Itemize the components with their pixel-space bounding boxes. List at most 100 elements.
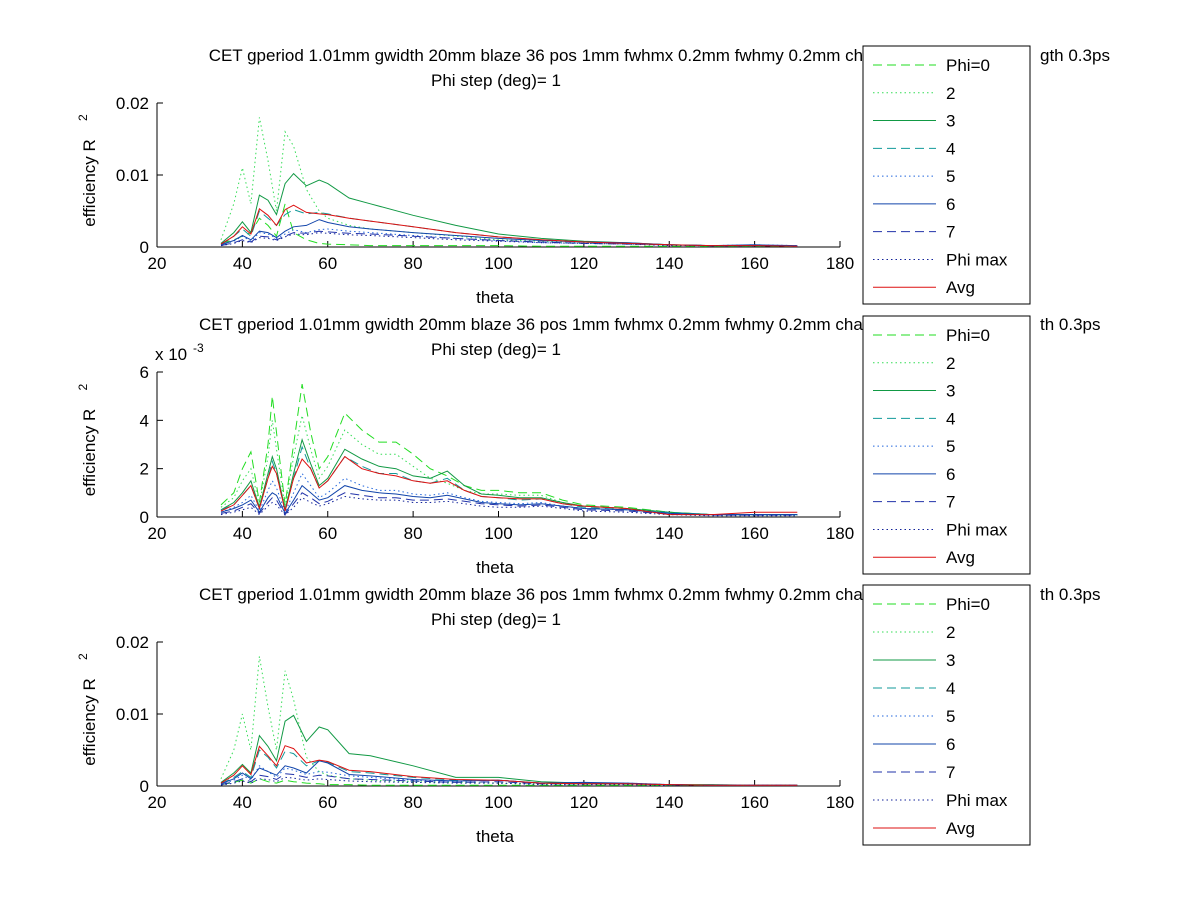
legend-box xyxy=(862,315,1031,575)
y-tick-label: 0 xyxy=(140,238,149,257)
legend-entry: 3 xyxy=(946,382,955,401)
y-axis-label-group: efficiency R 2 xyxy=(76,384,99,497)
y-axis-label: efficiency R xyxy=(80,139,99,227)
legend-entry: 2 xyxy=(946,623,955,642)
series-line-9 xyxy=(220,455,798,516)
legend-entry: 5 xyxy=(946,437,955,456)
series-line-6 xyxy=(220,760,798,786)
x-tick-label: 100 xyxy=(484,254,512,273)
series-line-7 xyxy=(220,492,798,516)
y-exponent-sup: -3 xyxy=(193,341,204,355)
y-axis-label-sup: 2 xyxy=(76,384,90,391)
x-tick-label: 100 xyxy=(484,524,512,543)
y-axis-label-sup: 2 xyxy=(76,114,90,121)
y-tick-label: 0 xyxy=(140,777,149,796)
x-tick-label: 20 xyxy=(148,254,167,273)
x-tick-label: 160 xyxy=(740,793,768,812)
x-tick-label: 140 xyxy=(655,524,683,543)
legend-entry: 2 xyxy=(946,354,955,373)
series-line-5 xyxy=(220,228,798,247)
legend-box xyxy=(862,584,1031,846)
legend-entry: 3 xyxy=(946,651,955,670)
series-line-2 xyxy=(220,656,798,786)
chart-subtitle: Phi step (deg)= 1 xyxy=(431,71,561,90)
series-line-8 xyxy=(220,232,798,247)
chart-panel-1: 20 40 60 80 100 120 140 160 180 0 0.01 0.02 theta eff… xyxy=(76,45,1110,307)
legend-entry: 5 xyxy=(946,167,955,186)
chart-title-tail: th 0.3ps xyxy=(1040,315,1101,334)
legend-entry: 3 xyxy=(946,112,955,131)
y-tick-label: 4 xyxy=(140,411,149,430)
legend: Phi=0 2 3 4 5 6 7 Phi max Avg xyxy=(862,315,1031,575)
y-tick-label: 2 xyxy=(140,460,149,479)
x-tick-label: 20 xyxy=(148,793,167,812)
x-tick-label: 120 xyxy=(570,793,598,812)
legend-entry: 2 xyxy=(946,84,955,103)
legend-entry: Phi=0 xyxy=(946,56,990,75)
x-tick-label: 40 xyxy=(233,254,252,273)
legend-box xyxy=(862,45,1031,305)
x-tick-label: 120 xyxy=(570,254,598,273)
x-tick-label: 40 xyxy=(233,793,252,812)
x-tick-label: 80 xyxy=(404,793,423,812)
y-axis-label: efficiency R xyxy=(80,409,99,497)
legend-entry: 4 xyxy=(946,679,955,698)
x-tick-label: 140 xyxy=(655,793,683,812)
series-line-6 xyxy=(220,484,798,516)
legend-entry: Phi=0 xyxy=(946,595,990,614)
legend-entry: 4 xyxy=(946,409,955,428)
series-line-6 xyxy=(220,219,798,247)
y-tick-label: 6 xyxy=(140,363,149,382)
legend-entry: 6 xyxy=(946,195,955,214)
x-tick-label: 60 xyxy=(318,524,337,543)
x-tick-label: 40 xyxy=(233,524,252,543)
chart-title-tail: gth 0.3ps xyxy=(1040,46,1110,65)
chart-title: CET gperiod 1.01mm gwidth 20mm blaze 36 … xyxy=(199,585,911,604)
x-tick-label: 100 xyxy=(484,793,512,812)
y-tick-label: 0 xyxy=(140,508,149,527)
legend-entry: 7 xyxy=(946,493,955,512)
y-axis-label-group: efficiency R 2 xyxy=(76,114,99,227)
series-line-3 xyxy=(220,172,798,247)
x-tick-label: 180 xyxy=(826,793,854,812)
y-tick-label: 0.02 xyxy=(116,633,149,652)
series-line-3 xyxy=(220,714,798,786)
y-axis-label-group: efficiency R 2 xyxy=(76,653,99,766)
series-line-1 xyxy=(220,778,798,786)
series-line-1 xyxy=(220,384,798,516)
series-line-4 xyxy=(220,209,798,247)
legend-entry: Avg xyxy=(946,819,975,838)
x-axis-label: theta xyxy=(476,288,514,307)
chart-title: CET gperiod 1.01mm gwidth 20mm blaze 36 … xyxy=(209,46,912,65)
y-tick-label: 0.01 xyxy=(116,705,149,724)
x-tick-label: 160 xyxy=(740,254,768,273)
x-tick-label: 60 xyxy=(318,793,337,812)
x-tick-label: 80 xyxy=(404,254,423,273)
legend-entry: 4 xyxy=(946,139,955,158)
series-line-1 xyxy=(220,201,798,247)
legend-entry: 7 xyxy=(946,763,955,782)
legend-entry: Avg xyxy=(946,548,975,567)
chart-subtitle: Phi step (deg)= 1 xyxy=(431,340,561,359)
legend-entry: 6 xyxy=(946,465,955,484)
chart-panel-2: 20 40 60 80 100 120 140 160 180 0 2 4 6 x 10 -3 theta ef… xyxy=(76,315,1101,577)
series-line-9 xyxy=(220,745,798,786)
legend-entry: Phi max xyxy=(946,250,1008,269)
chart-title-tail: th 0.3ps xyxy=(1040,585,1101,604)
x-tick-label: 80 xyxy=(404,524,423,543)
legend-entry: Phi max xyxy=(946,791,1008,810)
x-tick-label: 20 xyxy=(148,524,167,543)
x-tick-label: 60 xyxy=(318,254,337,273)
chart-title: CET gperiod 1.01mm gwidth 20mm blaze 36 … xyxy=(199,315,911,334)
y-tick-label: 0.02 xyxy=(116,94,149,113)
series-line-4 xyxy=(220,749,798,786)
y-axis-label: efficiency R xyxy=(80,678,99,766)
legend-entry: 7 xyxy=(946,223,955,242)
y-exponent-label: x 10 xyxy=(155,345,187,364)
x-tick-label: 180 xyxy=(826,524,854,543)
x-axis-label: theta xyxy=(476,827,514,846)
legend-entry: Phi max xyxy=(946,520,1008,539)
legend: Phi=0 2 3 4 5 6 7 Phi max Avg xyxy=(862,45,1031,305)
series-line-9 xyxy=(220,204,798,247)
